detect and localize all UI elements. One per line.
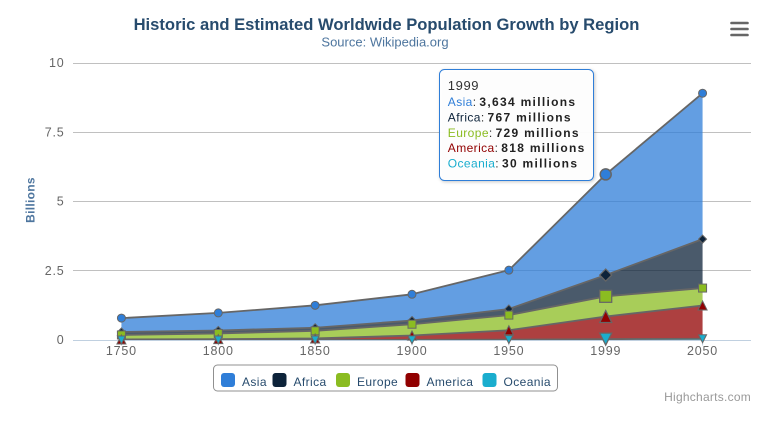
svg-text:Asia: 3,634 millions: Asia: 3,634 millions	[448, 95, 577, 109]
svg-text:1900: 1900	[396, 344, 427, 358]
svg-text:Oceania: Oceania	[504, 375, 552, 389]
svg-text:2.5: 2.5	[45, 264, 65, 278]
svg-text:1950: 1950	[493, 344, 524, 358]
svg-text:Africa: 767 millions: Africa: 767 millions	[448, 110, 572, 124]
svg-text:Oceania: 30 millions: Oceania: 30 millions	[448, 157, 579, 171]
svg-text:Billions: Billions	[24, 177, 38, 223]
svg-text:Europe: Europe	[357, 375, 398, 389]
svg-text:5: 5	[57, 195, 65, 209]
svg-text:1800: 1800	[203, 344, 234, 358]
svg-text:Asia: Asia	[242, 375, 267, 389]
svg-text:7.5: 7.5	[45, 125, 65, 139]
svg-text:1750: 1750	[106, 344, 137, 358]
svg-text:1999: 1999	[448, 78, 479, 93]
svg-text:America: 818 millions: America: 818 millions	[448, 141, 586, 155]
svg-text:Europe: 729 millions: Europe: 729 millions	[448, 126, 580, 140]
svg-text:2050: 2050	[687, 344, 718, 358]
svg-text:Historic and Estimated Worldwi: Historic and Estimated Worldwide Populat…	[134, 15, 640, 34]
svg-text:Africa: Africa	[294, 375, 327, 389]
svg-text:1850: 1850	[300, 344, 331, 358]
svg-text:1999: 1999	[590, 344, 621, 358]
svg-text:America: America	[427, 375, 474, 389]
svg-text:0: 0	[57, 333, 65, 347]
svg-text:Source: Wikipedia.org: Source: Wikipedia.org	[321, 35, 448, 50]
svg-text:Highcharts.com: Highcharts.com	[664, 390, 751, 404]
svg-text:10: 10	[49, 56, 65, 70]
